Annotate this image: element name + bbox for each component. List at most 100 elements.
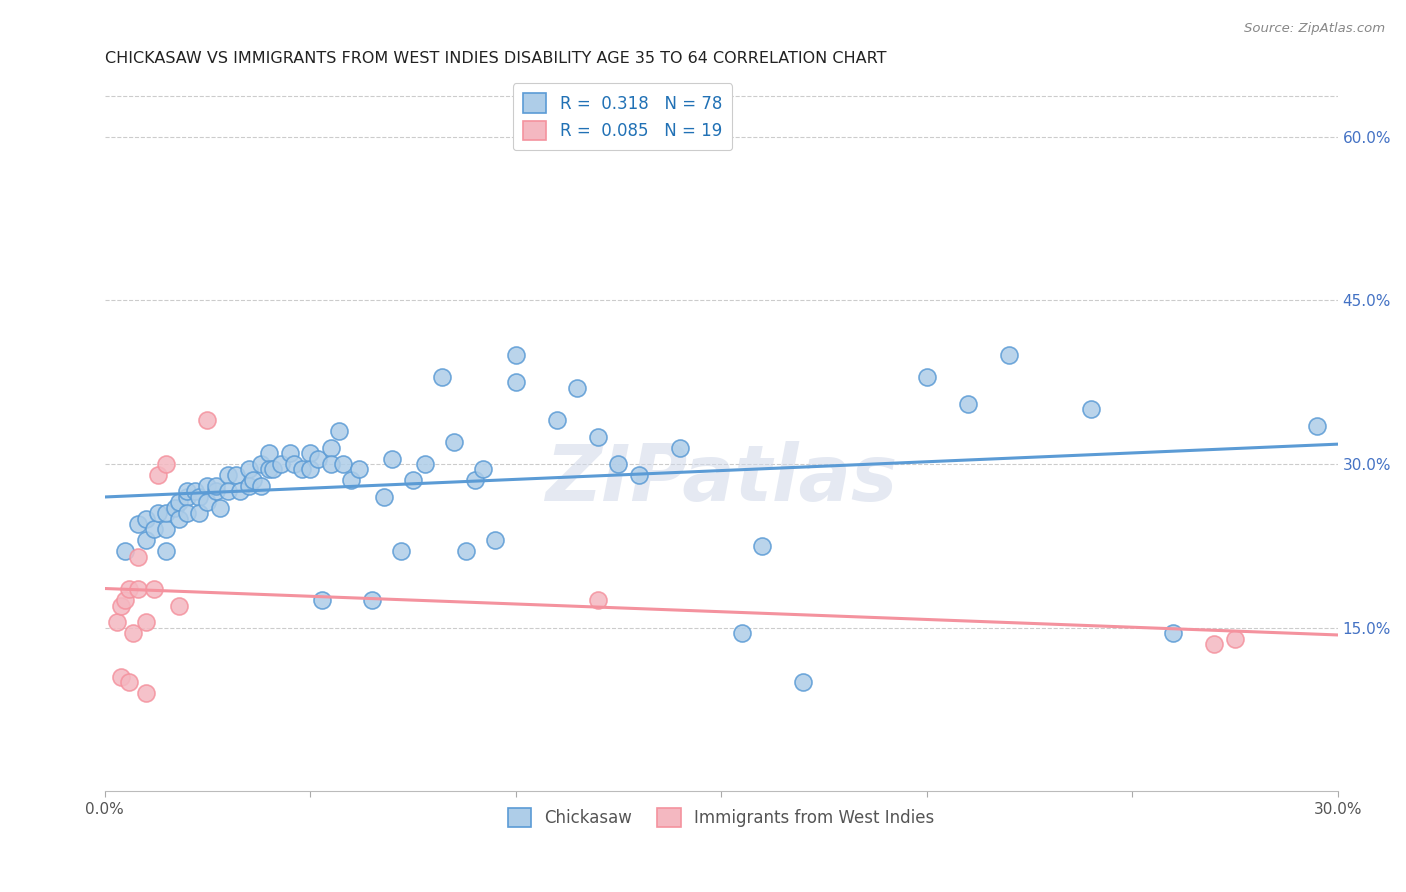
Point: [146, 467, 169, 482]
Point: [167, 599, 190, 613]
Point: [176, 484, 198, 499]
Point: [122, 626, 145, 640]
Point: [381, 451, 404, 466]
Point: [238, 479, 260, 493]
Point: [332, 457, 354, 471]
Point: [1223, 632, 1246, 646]
Point: [471, 462, 494, 476]
Point: [257, 462, 280, 476]
Point: [176, 506, 198, 520]
Point: [146, 506, 169, 520]
Point: [197, 495, 219, 509]
Point: [110, 599, 132, 613]
Point: [208, 500, 231, 515]
Point: [299, 462, 322, 476]
Point: [413, 457, 436, 471]
Point: [792, 675, 814, 690]
Point: [607, 457, 630, 471]
Point: [163, 500, 186, 515]
Point: [155, 506, 177, 520]
Point: [204, 479, 226, 493]
Point: [484, 533, 506, 548]
Point: [319, 457, 342, 471]
Point: [155, 457, 177, 471]
Point: [242, 474, 264, 488]
Point: [340, 474, 363, 488]
Point: [250, 457, 273, 471]
Point: [143, 523, 166, 537]
Point: [389, 544, 412, 558]
Point: [360, 593, 382, 607]
Point: [291, 462, 314, 476]
Point: [114, 544, 136, 558]
Point: [299, 446, 322, 460]
Point: [319, 441, 342, 455]
Point: [464, 474, 486, 488]
Point: [669, 441, 692, 455]
Point: [278, 446, 301, 460]
Point: [373, 490, 395, 504]
Point: [143, 582, 166, 597]
Text: CHICKASAW VS IMMIGRANTS FROM WEST INDIES DISABILITY AGE 35 TO 64 CORRELATION CHA: CHICKASAW VS IMMIGRANTS FROM WEST INDIES…: [104, 51, 886, 66]
Point: [176, 490, 198, 504]
Point: [546, 413, 568, 427]
Point: [751, 539, 773, 553]
Point: [238, 462, 260, 476]
Point: [1161, 626, 1184, 640]
Point: [135, 511, 157, 525]
Point: [188, 506, 211, 520]
Point: [257, 446, 280, 460]
Point: [135, 533, 157, 548]
Point: [167, 511, 190, 525]
Point: [567, 381, 589, 395]
Point: [915, 369, 938, 384]
Point: [105, 615, 128, 630]
Point: [225, 467, 247, 482]
Text: Source: ZipAtlas.com: Source: ZipAtlas.com: [1244, 22, 1385, 36]
Point: [135, 615, 157, 630]
Point: [250, 479, 273, 493]
Point: [204, 484, 226, 499]
Point: [1204, 637, 1226, 651]
Point: [188, 490, 211, 504]
Legend: Chickasaw, Immigrants from West Indies: Chickasaw, Immigrants from West Indies: [502, 801, 941, 834]
Point: [402, 474, 425, 488]
Point: [1306, 418, 1329, 433]
Point: [456, 544, 478, 558]
Point: [135, 686, 157, 700]
Point: [328, 424, 350, 438]
Point: [307, 451, 329, 466]
Point: [118, 675, 141, 690]
Point: [217, 467, 239, 482]
Point: [443, 435, 465, 450]
Point: [197, 413, 219, 427]
Point: [349, 462, 371, 476]
Point: [114, 593, 136, 607]
Point: [586, 593, 609, 607]
Point: [998, 348, 1021, 362]
Text: ZIPatlas: ZIPatlas: [546, 442, 897, 517]
Point: [127, 582, 149, 597]
Point: [155, 544, 177, 558]
Point: [956, 397, 979, 411]
Point: [270, 457, 292, 471]
Point: [627, 467, 650, 482]
Point: [311, 593, 333, 607]
Point: [110, 670, 132, 684]
Point: [505, 348, 527, 362]
Point: [127, 549, 149, 564]
Point: [197, 479, 219, 493]
Point: [118, 582, 141, 597]
Point: [430, 369, 453, 384]
Point: [262, 462, 284, 476]
Point: [155, 523, 177, 537]
Point: [586, 430, 609, 444]
Point: [127, 516, 149, 531]
Point: [184, 484, 207, 499]
Point: [731, 626, 754, 640]
Point: [1080, 402, 1102, 417]
Point: [217, 484, 239, 499]
Point: [229, 484, 252, 499]
Point: [167, 495, 190, 509]
Point: [505, 375, 527, 389]
